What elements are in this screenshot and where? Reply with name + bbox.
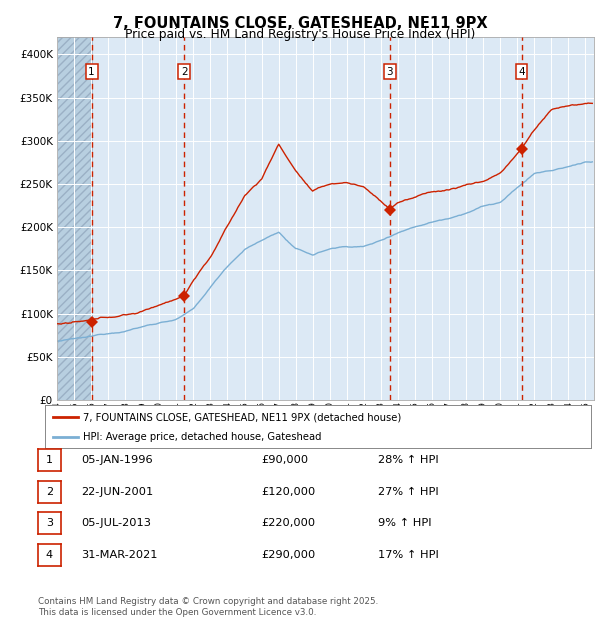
Text: £290,000: £290,000 (261, 550, 315, 560)
Text: 4: 4 (518, 67, 525, 77)
Text: 2: 2 (181, 67, 188, 77)
Text: 28% ↑ HPI: 28% ↑ HPI (378, 455, 439, 465)
Text: £120,000: £120,000 (261, 487, 315, 497)
Text: 05-JAN-1996: 05-JAN-1996 (81, 455, 152, 465)
Text: £90,000: £90,000 (261, 455, 308, 465)
Text: 17% ↑ HPI: 17% ↑ HPI (378, 550, 439, 560)
Text: 1: 1 (46, 455, 53, 465)
Text: HPI: Average price, detached house, Gateshead: HPI: Average price, detached house, Gate… (83, 432, 322, 442)
Text: 31-MAR-2021: 31-MAR-2021 (81, 550, 157, 560)
Text: £220,000: £220,000 (261, 518, 315, 528)
Text: 27% ↑ HPI: 27% ↑ HPI (378, 487, 439, 497)
Text: 22-JUN-2001: 22-JUN-2001 (81, 487, 153, 497)
Text: 9% ↑ HPI: 9% ↑ HPI (378, 518, 431, 528)
Text: 3: 3 (386, 67, 393, 77)
Bar (57, 37, 92, 400)
Text: 05-JUL-2013: 05-JUL-2013 (81, 518, 151, 528)
Text: 3: 3 (46, 518, 53, 528)
Text: 4: 4 (46, 550, 53, 560)
Bar (57, 37, 92, 400)
Text: 7, FOUNTAINS CLOSE, GATESHEAD, NE11 9PX (detached house): 7, FOUNTAINS CLOSE, GATESHEAD, NE11 9PX … (83, 412, 401, 422)
Text: 1: 1 (88, 67, 95, 77)
Text: Contains HM Land Registry data © Crown copyright and database right 2025.
This d: Contains HM Land Registry data © Crown c… (38, 598, 378, 617)
Text: 7, FOUNTAINS CLOSE, GATESHEAD, NE11 9PX: 7, FOUNTAINS CLOSE, GATESHEAD, NE11 9PX (113, 16, 487, 30)
Text: Price paid vs. HM Land Registry's House Price Index (HPI): Price paid vs. HM Land Registry's House … (125, 28, 475, 41)
Text: 2: 2 (46, 487, 53, 497)
